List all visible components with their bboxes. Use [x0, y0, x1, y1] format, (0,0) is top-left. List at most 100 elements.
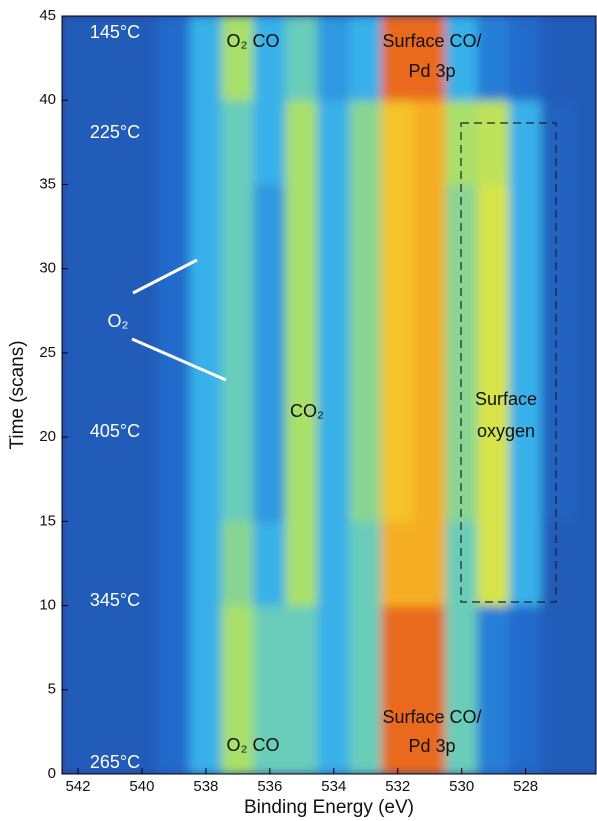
heatmap-cell	[317, 183, 351, 270]
heatmap-cell	[317, 520, 351, 607]
heatmap-cell	[285, 99, 319, 185]
heatmap-cell	[285, 16, 319, 101]
heatmap-cell	[253, 520, 287, 607]
heatmap-cell	[62, 436, 95, 522]
annotations: 145°C 225°C 405°C 345°C 265°C O₂ CO O₂ C…	[90, 22, 537, 772]
heatmap-cell	[477, 520, 511, 607]
heatmap-cell	[477, 183, 511, 270]
heatmap-cell	[541, 605, 575, 691]
heatmap-cell	[125, 352, 159, 438]
peak-label: Pd 3p	[408, 736, 455, 756]
heatmap-cell	[125, 520, 159, 607]
peak-label: Pd 3p	[408, 61, 455, 81]
heatmap-cell	[541, 183, 575, 270]
temperature-label: 405°C	[90, 421, 140, 441]
heatmap-cell	[349, 436, 383, 522]
heatmap-cell	[317, 16, 351, 101]
peak-label: O₂	[108, 311, 129, 331]
heatmap-cell	[381, 99, 415, 185]
heatmap-cell	[93, 16, 127, 101]
heatmap-cell	[221, 99, 255, 185]
heatmap-cell	[317, 99, 351, 185]
heatmap-cell	[285, 689, 319, 774]
heatmap-cell	[509, 16, 543, 101]
heatmap-cell	[62, 352, 95, 438]
heatmap-cell	[477, 268, 511, 354]
heatmap-cell	[477, 16, 511, 101]
heatmap-cell	[253, 183, 287, 270]
heatmap-cell	[93, 99, 127, 185]
heatmap-cell	[573, 605, 596, 691]
heatmap-cell	[125, 605, 159, 691]
x-tick-label: 532	[385, 778, 410, 795]
heatmap-cell	[509, 268, 543, 354]
y-tick-label: 30	[39, 260, 56, 277]
heatmap-cells	[62, 16, 596, 774]
y-tick-label: 0	[48, 765, 56, 782]
heatmap-cell	[221, 436, 255, 522]
peak-label: CO₂	[290, 401, 324, 421]
heatmap-cell	[253, 16, 287, 101]
heatmap-cell	[413, 605, 447, 691]
heatmap-cell	[285, 352, 319, 438]
heatmap-cell	[157, 520, 191, 607]
pointer-line	[132, 258, 198, 295]
heatmap-cell	[381, 16, 415, 101]
heatmap-cell	[221, 268, 255, 354]
heatmap-cell	[541, 520, 575, 607]
heatmap-cell	[349, 99, 383, 185]
heatmap-cell	[573, 268, 596, 354]
heatmap-cell	[413, 268, 447, 354]
heatmap-cell	[381, 183, 415, 270]
heatmap-cell	[189, 183, 223, 270]
heatmap-cell	[93, 183, 127, 270]
heatmap-cell	[189, 268, 223, 354]
heatmap-cell	[509, 352, 543, 438]
x-tick-label: 542	[65, 778, 90, 795]
heatmap-cell	[221, 183, 255, 270]
heatmap-cell	[317, 605, 351, 691]
heatmap-cell	[253, 605, 287, 691]
heatmap-cell	[253, 436, 287, 522]
x-tick-label: 538	[193, 778, 218, 795]
heatmap-cell	[157, 183, 191, 270]
heatmap-cell	[381, 268, 415, 354]
y-tick-label: 35	[39, 175, 56, 192]
heatmap-cell	[477, 605, 511, 691]
peak-label: oxygen	[477, 421, 535, 441]
y-tick-label: 40	[39, 91, 56, 108]
x-tick-label: 530	[449, 778, 474, 795]
x-tick-label: 536	[257, 778, 282, 795]
heatmap-cell	[157, 99, 191, 185]
peak-label: Surface CO/	[382, 31, 481, 51]
heatmap-cell	[413, 99, 447, 185]
heatmap-cell	[62, 689, 95, 774]
heatmap-cell	[285, 183, 319, 270]
heatmap-cell	[381, 520, 415, 607]
heatmap-cell	[413, 689, 447, 774]
y-tick-label: 25	[39, 344, 56, 361]
heatmap-cell	[413, 436, 447, 522]
heatmap-cell	[285, 605, 319, 691]
heatmap-cell	[62, 605, 95, 691]
heatmap-cell	[189, 520, 223, 607]
heatmap-cell	[253, 268, 287, 354]
heatmap-cell	[381, 689, 415, 774]
heatmap-cell	[253, 689, 287, 774]
heatmap-cell	[125, 183, 159, 270]
x-tick-label: 534	[321, 778, 346, 795]
heatmap-cell	[413, 16, 447, 101]
heatmap-cell	[509, 436, 543, 522]
temperature-label: 225°C	[90, 122, 140, 142]
heatmap-cell	[317, 352, 351, 438]
heatmap-cell	[349, 689, 383, 774]
heatmap-cell	[189, 689, 223, 774]
heatmap-cell	[413, 520, 447, 607]
heatmap-cell	[189, 99, 223, 185]
heatmap-cell	[477, 99, 511, 185]
peak-label: O₂ CO	[227, 735, 280, 755]
heatmap-cell	[477, 352, 511, 438]
heatmap-cell	[573, 689, 596, 774]
heatmap-cell	[221, 352, 255, 438]
